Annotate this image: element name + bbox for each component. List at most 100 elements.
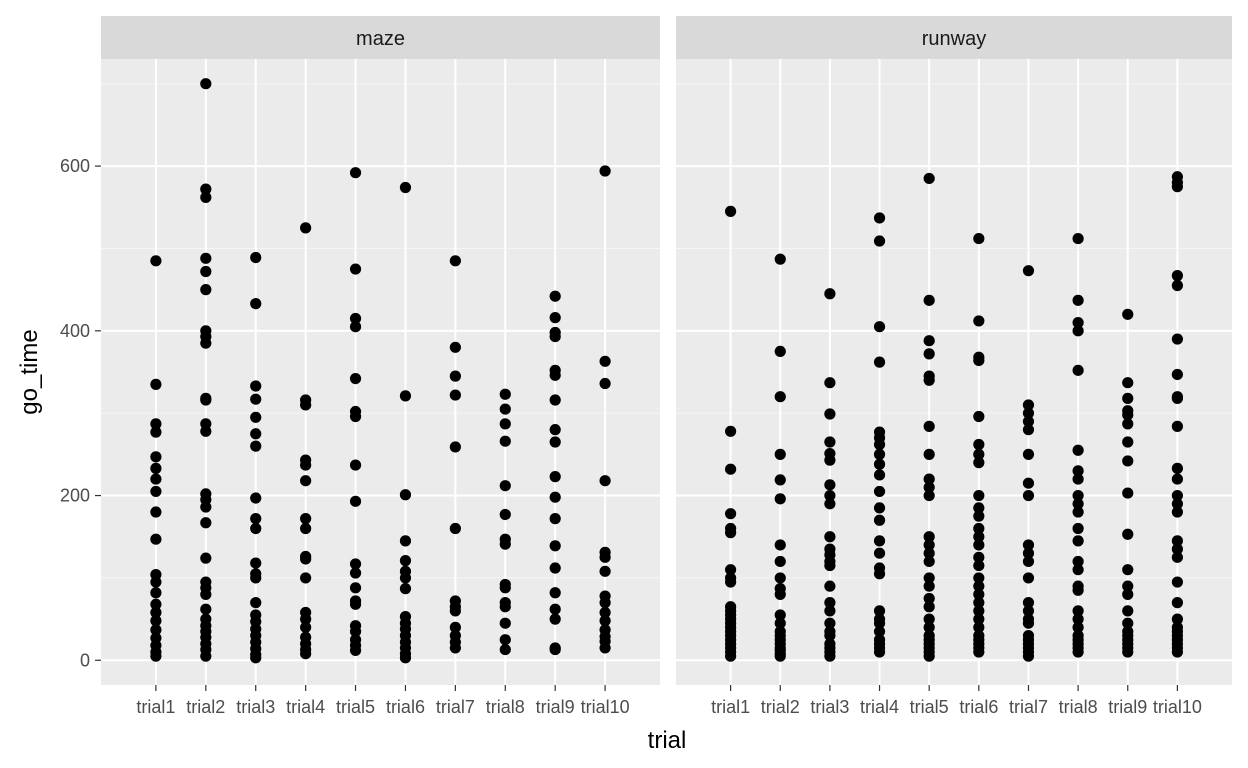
data-point [1171, 597, 1183, 609]
data-point [399, 555, 412, 567]
data-point [200, 588, 212, 600]
data-point [973, 448, 985, 460]
data-point [150, 255, 162, 267]
data-point [399, 652, 412, 664]
data-point [1022, 424, 1035, 436]
data-point [200, 78, 212, 90]
data-point [973, 551, 985, 563]
data-point [549, 603, 561, 615]
data-point [399, 390, 412, 402]
data-point [923, 420, 935, 432]
data-point [250, 251, 262, 264]
data-point [824, 597, 836, 609]
data-point [1072, 444, 1084, 456]
data-point [449, 642, 461, 654]
data-point [923, 489, 935, 502]
data-point [349, 372, 362, 385]
x-tick-label: trial6 [386, 697, 425, 717]
data-point [1122, 580, 1134, 592]
data-point [973, 559, 985, 572]
data-point [599, 642, 611, 654]
data-point [499, 634, 511, 646]
data-point [873, 438, 886, 451]
data-point [973, 572, 985, 584]
data-point [349, 312, 362, 325]
facet-strip [676, 16, 1232, 59]
data-point [150, 576, 162, 588]
data-point [549, 540, 561, 552]
data-point [1171, 613, 1183, 625]
facet-strip [101, 16, 660, 59]
data-point [923, 547, 935, 559]
data-point [973, 510, 985, 522]
data-point [599, 551, 611, 563]
data-point [499, 480, 511, 492]
data-point [200, 425, 212, 437]
data-point [499, 617, 511, 629]
data-point [1171, 333, 1183, 345]
data-point [824, 531, 836, 543]
data-point [300, 572, 312, 584]
data-point [449, 522, 461, 535]
data-point [150, 418, 162, 430]
data-point [873, 625, 886, 638]
data-point [873, 646, 886, 658]
data-point [1122, 409, 1134, 421]
data-point [599, 165, 611, 177]
data-point [973, 522, 985, 535]
data-point [349, 410, 362, 423]
data-point [923, 580, 935, 592]
data-point [599, 377, 611, 390]
data-point [824, 489, 836, 502]
data-point [499, 435, 511, 447]
facet-strip-label: runway [922, 28, 986, 50]
data-point [873, 356, 886, 368]
data-point [973, 502, 985, 514]
data-point [824, 629, 836, 642]
data-point [549, 562, 561, 574]
data-point [549, 436, 561, 448]
data-point [150, 378, 162, 390]
data-point [150, 533, 162, 545]
data-point [150, 473, 162, 485]
data-point [1022, 489, 1035, 502]
data-point [923, 650, 935, 662]
data-point [923, 555, 935, 568]
data-point [873, 212, 886, 224]
data-point [923, 539, 935, 551]
data-point [1171, 506, 1183, 518]
data-point [599, 565, 611, 577]
data-point [150, 451, 162, 463]
x-tick-label: trial10 [1153, 697, 1202, 717]
data-point [774, 609, 786, 621]
data-point [300, 522, 312, 535]
x-tick-label: trial7 [436, 697, 475, 717]
data-point [873, 448, 886, 460]
data-point [1122, 436, 1134, 448]
data-point [923, 481, 935, 493]
y-axis: 0 200 400 600 [60, 156, 101, 670]
x-tick-label: trial1 [711, 697, 750, 717]
data-point [824, 559, 836, 572]
x-tick-label: trial6 [959, 697, 998, 717]
data-point [923, 172, 935, 185]
x-tick-label: trial5 [910, 697, 949, 717]
data-point [973, 531, 985, 543]
data-point [250, 492, 262, 504]
data-point [150, 615, 162, 627]
data-point [200, 191, 212, 203]
x-tick-label: trial2 [186, 697, 225, 717]
data-point [973, 539, 985, 551]
data-point [824, 479, 836, 491]
data-point [1171, 279, 1183, 292]
data-point [399, 535, 412, 547]
data-point [973, 315, 985, 327]
data-point [873, 535, 886, 547]
data-point [1171, 392, 1183, 404]
data-point [824, 454, 836, 466]
data-point [725, 527, 737, 539]
data-point [1072, 473, 1084, 485]
x-tick-label: trial3 [236, 697, 275, 717]
data-point [250, 440, 262, 452]
